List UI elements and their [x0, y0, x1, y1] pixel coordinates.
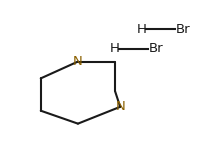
- Text: N: N: [73, 55, 83, 68]
- Text: Br: Br: [175, 23, 190, 36]
- Text: N: N: [115, 100, 125, 113]
- Text: H: H: [137, 23, 147, 36]
- Text: Br: Br: [148, 42, 163, 55]
- Text: H: H: [110, 42, 120, 55]
